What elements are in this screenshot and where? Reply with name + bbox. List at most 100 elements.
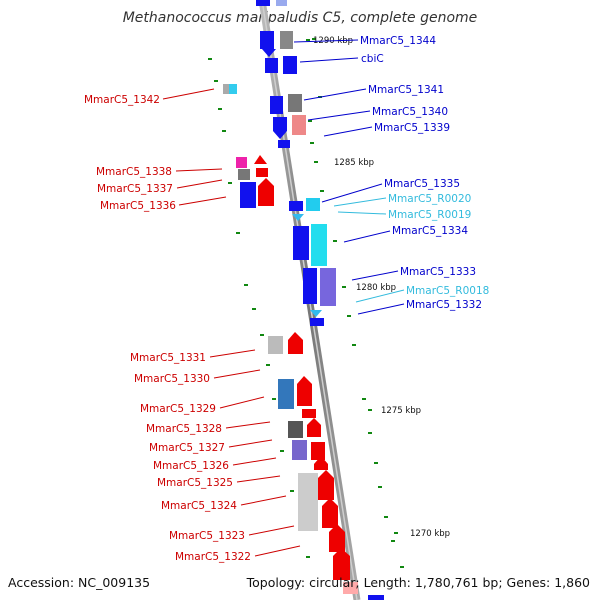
gene-feature <box>280 31 293 49</box>
gene-feature <box>343 582 358 594</box>
gene-feature <box>298 473 318 531</box>
gene-label[interactable]: MmarC5_R0020 <box>388 193 471 205</box>
rna-arrow <box>292 214 304 221</box>
gene-feature <box>276 0 287 6</box>
gene-feature <box>278 379 294 409</box>
position-tick-label: 1280 kbp <box>356 283 396 293</box>
gene-label[interactable]: MmarC5_1337 <box>97 183 173 195</box>
leader-line <box>323 126 373 137</box>
gene-label[interactable]: cbiC <box>361 53 384 65</box>
forward-features <box>223 0 384 600</box>
leader-line <box>175 168 223 172</box>
gene-feature <box>307 425 321 437</box>
leader-line <box>355 289 405 303</box>
leader-lines-left <box>162 88 301 557</box>
leader-line <box>213 369 261 379</box>
gene-label[interactable]: MmarC5_1331 <box>130 352 206 364</box>
gene-feature <box>288 340 303 354</box>
gene-labels-left: MmarC5_1342 MmarC5_1338 MmarC5_1337 Mmar… <box>84 94 251 563</box>
leader-line <box>337 211 387 215</box>
track-dash <box>347 315 351 317</box>
gene-label[interactable]: MmarC5_R0018 <box>406 285 489 297</box>
gene-feature <box>256 168 268 177</box>
track-dash <box>400 566 404 568</box>
track-dash <box>218 108 222 110</box>
leader-line <box>321 183 383 203</box>
leader-line <box>351 270 399 281</box>
gene-feature <box>258 186 274 206</box>
gene-feature <box>288 421 303 438</box>
gene-label[interactable]: MmarC5_1325 <box>157 477 233 489</box>
gene-feature <box>293 226 309 260</box>
leader-line <box>219 396 265 409</box>
leader-line <box>248 525 295 536</box>
gene-feature <box>306 198 320 211</box>
rna-arrow <box>310 310 322 317</box>
gene-arrow <box>307 418 321 425</box>
track-dash <box>306 556 310 558</box>
gene-label[interactable]: MmarC5_1338 <box>96 166 172 178</box>
gene-arrow <box>297 376 312 384</box>
gene-feature <box>268 336 283 354</box>
gene-label[interactable]: MmarC5_1344 <box>360 35 436 47</box>
track-dash <box>362 398 366 400</box>
gene-label[interactable]: MmarC5_1339 <box>374 122 450 134</box>
track-dash <box>310 142 314 144</box>
leader-line <box>333 197 387 207</box>
tick-track <box>208 38 404 568</box>
track-dash <box>368 432 372 434</box>
gene-label[interactable]: MmarC5_1333 <box>400 266 476 278</box>
track-dash <box>266 364 270 366</box>
gene-feature <box>288 94 302 112</box>
track-dash <box>280 450 284 452</box>
leader-line <box>228 439 273 448</box>
position-tick-label: 1275 kbp <box>381 406 421 416</box>
gene-label[interactable]: MmarC5_1336 <box>100 200 176 212</box>
track-dash <box>312 38 316 40</box>
gene-arrow <box>262 49 276 57</box>
reverse-features <box>236 155 358 594</box>
track-dash <box>236 232 240 234</box>
gene-feature <box>292 440 307 460</box>
gene-feature <box>236 157 247 168</box>
gene-label[interactable]: MmarC5_1335 <box>384 178 460 190</box>
gene-feature <box>320 268 336 306</box>
gene-label[interactable]: MmarC5_1328 <box>146 423 222 435</box>
track-dash <box>228 182 232 184</box>
gene-feature <box>289 201 303 211</box>
track-dash <box>272 398 276 400</box>
gene-label[interactable]: MmarC5_1327 <box>149 442 225 454</box>
gene-label[interactable]: MmarC5_1341 <box>368 84 444 96</box>
gene-feature <box>310 318 324 326</box>
gene-label[interactable]: MmarC5_1340 <box>372 106 448 118</box>
track-dash <box>290 490 294 492</box>
leader-line <box>162 88 215 100</box>
gene-label[interactable]: MmarC5_1334 <box>392 225 468 237</box>
gene-label[interactable]: MmarC5_1322 <box>175 551 251 563</box>
leader-line <box>254 545 301 557</box>
gene-label[interactable]: MmarC5_1332 <box>406 299 482 311</box>
position-tick-label: 1285 kbp <box>334 158 374 168</box>
gene-label[interactable]: MmarC5_R0019 <box>388 209 471 221</box>
leader-line <box>299 57 359 63</box>
gene-label[interactable]: MmarC5_1326 <box>153 460 229 472</box>
gene-arrow <box>273 131 287 139</box>
track-dash <box>374 462 378 464</box>
gene-label[interactable]: MmarC5_1329 <box>140 403 216 415</box>
track-dash <box>391 540 395 542</box>
gene-arrow <box>322 498 338 506</box>
gene-feature <box>292 115 306 135</box>
gene-feature <box>297 384 312 406</box>
leader-line <box>232 457 277 466</box>
track-dash <box>308 120 312 122</box>
gene-feature <box>273 117 287 131</box>
gene-label[interactable]: MmarC5_1330 <box>134 373 210 385</box>
genome-summary-text: Topology: circular; Length: 1,780,761 bp… <box>246 575 590 590</box>
gene-label[interactable]: MmarC5_1323 <box>169 530 245 542</box>
gene-label[interactable]: MmarC5_1342 <box>84 94 160 106</box>
gene-feature <box>283 56 297 74</box>
gene-feature <box>322 506 338 528</box>
gene-label[interactable]: MmarC5_1324 <box>161 500 237 512</box>
gene-feature <box>265 58 278 73</box>
leader-line <box>357 303 405 315</box>
